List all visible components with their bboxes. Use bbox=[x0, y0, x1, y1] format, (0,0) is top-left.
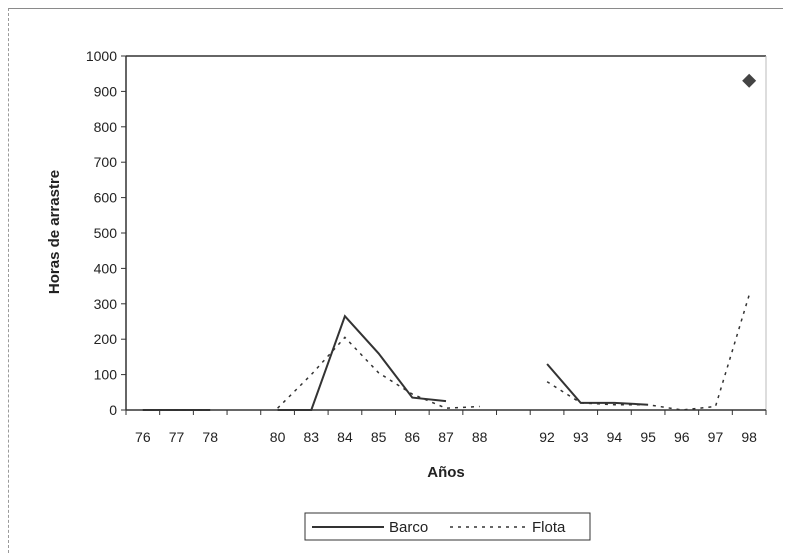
x-tick-label: 78 bbox=[202, 429, 218, 445]
x-tick-label: 92 bbox=[539, 429, 555, 445]
plot-area bbox=[126, 56, 766, 410]
y-tick-label: 0 bbox=[109, 402, 117, 418]
x-tick-label: 96 bbox=[674, 429, 690, 445]
y-tick-label: 200 bbox=[94, 331, 118, 347]
y-axis-title: Horas de arrastre bbox=[46, 170, 63, 294]
y-tick-label: 400 bbox=[94, 260, 118, 276]
x-tick-label: 88 bbox=[472, 429, 488, 445]
x-tick-label: 77 bbox=[169, 429, 185, 445]
x-tick-label: 85 bbox=[371, 429, 387, 445]
y-tick-label: 600 bbox=[94, 190, 118, 206]
x-tick-label: 76 bbox=[135, 429, 151, 445]
series-line-flota bbox=[278, 337, 480, 408]
series-line-flota bbox=[547, 295, 749, 410]
x-tick-label: 87 bbox=[438, 429, 454, 445]
x-tick-label: 97 bbox=[708, 429, 724, 445]
x-tick-label: 95 bbox=[640, 429, 656, 445]
x-axis: 76 77 78 80 83 84 85 86 87 88 92 93 94 95 96 97 98 bbox=[126, 410, 766, 445]
y-tick-label: 1000 bbox=[86, 48, 117, 64]
y-tick-label: 100 bbox=[94, 367, 118, 383]
x-tick-label: 84 bbox=[337, 429, 353, 445]
legend-label-flota: Flota bbox=[532, 519, 566, 536]
y-tick-label: 300 bbox=[94, 296, 118, 312]
x-tick-label: 93 bbox=[573, 429, 589, 445]
y-tick-label: 500 bbox=[94, 225, 118, 241]
series-layer bbox=[143, 74, 756, 410]
x-tick-label: 83 bbox=[303, 429, 319, 445]
x-tick-label: 80 bbox=[270, 429, 286, 445]
x-tick-label: 86 bbox=[405, 429, 421, 445]
y-tick-label: 900 bbox=[94, 83, 118, 99]
y-axis: 0 100 200 300 400 500 600 700 800 900 1000 bbox=[86, 48, 126, 418]
x-tick-label: 98 bbox=[741, 429, 757, 445]
y-tick-label: 700 bbox=[94, 154, 118, 170]
x-axis-title: Años bbox=[427, 464, 465, 481]
series-line-barco bbox=[547, 364, 648, 405]
legend-label-barco: Barco bbox=[389, 519, 428, 536]
data-point-marker bbox=[742, 74, 756, 88]
legend: Barco Flota bbox=[305, 513, 590, 540]
y-tick-label: 800 bbox=[94, 119, 118, 135]
series-line-barco bbox=[278, 316, 446, 410]
x-tick-label: 94 bbox=[607, 429, 623, 445]
